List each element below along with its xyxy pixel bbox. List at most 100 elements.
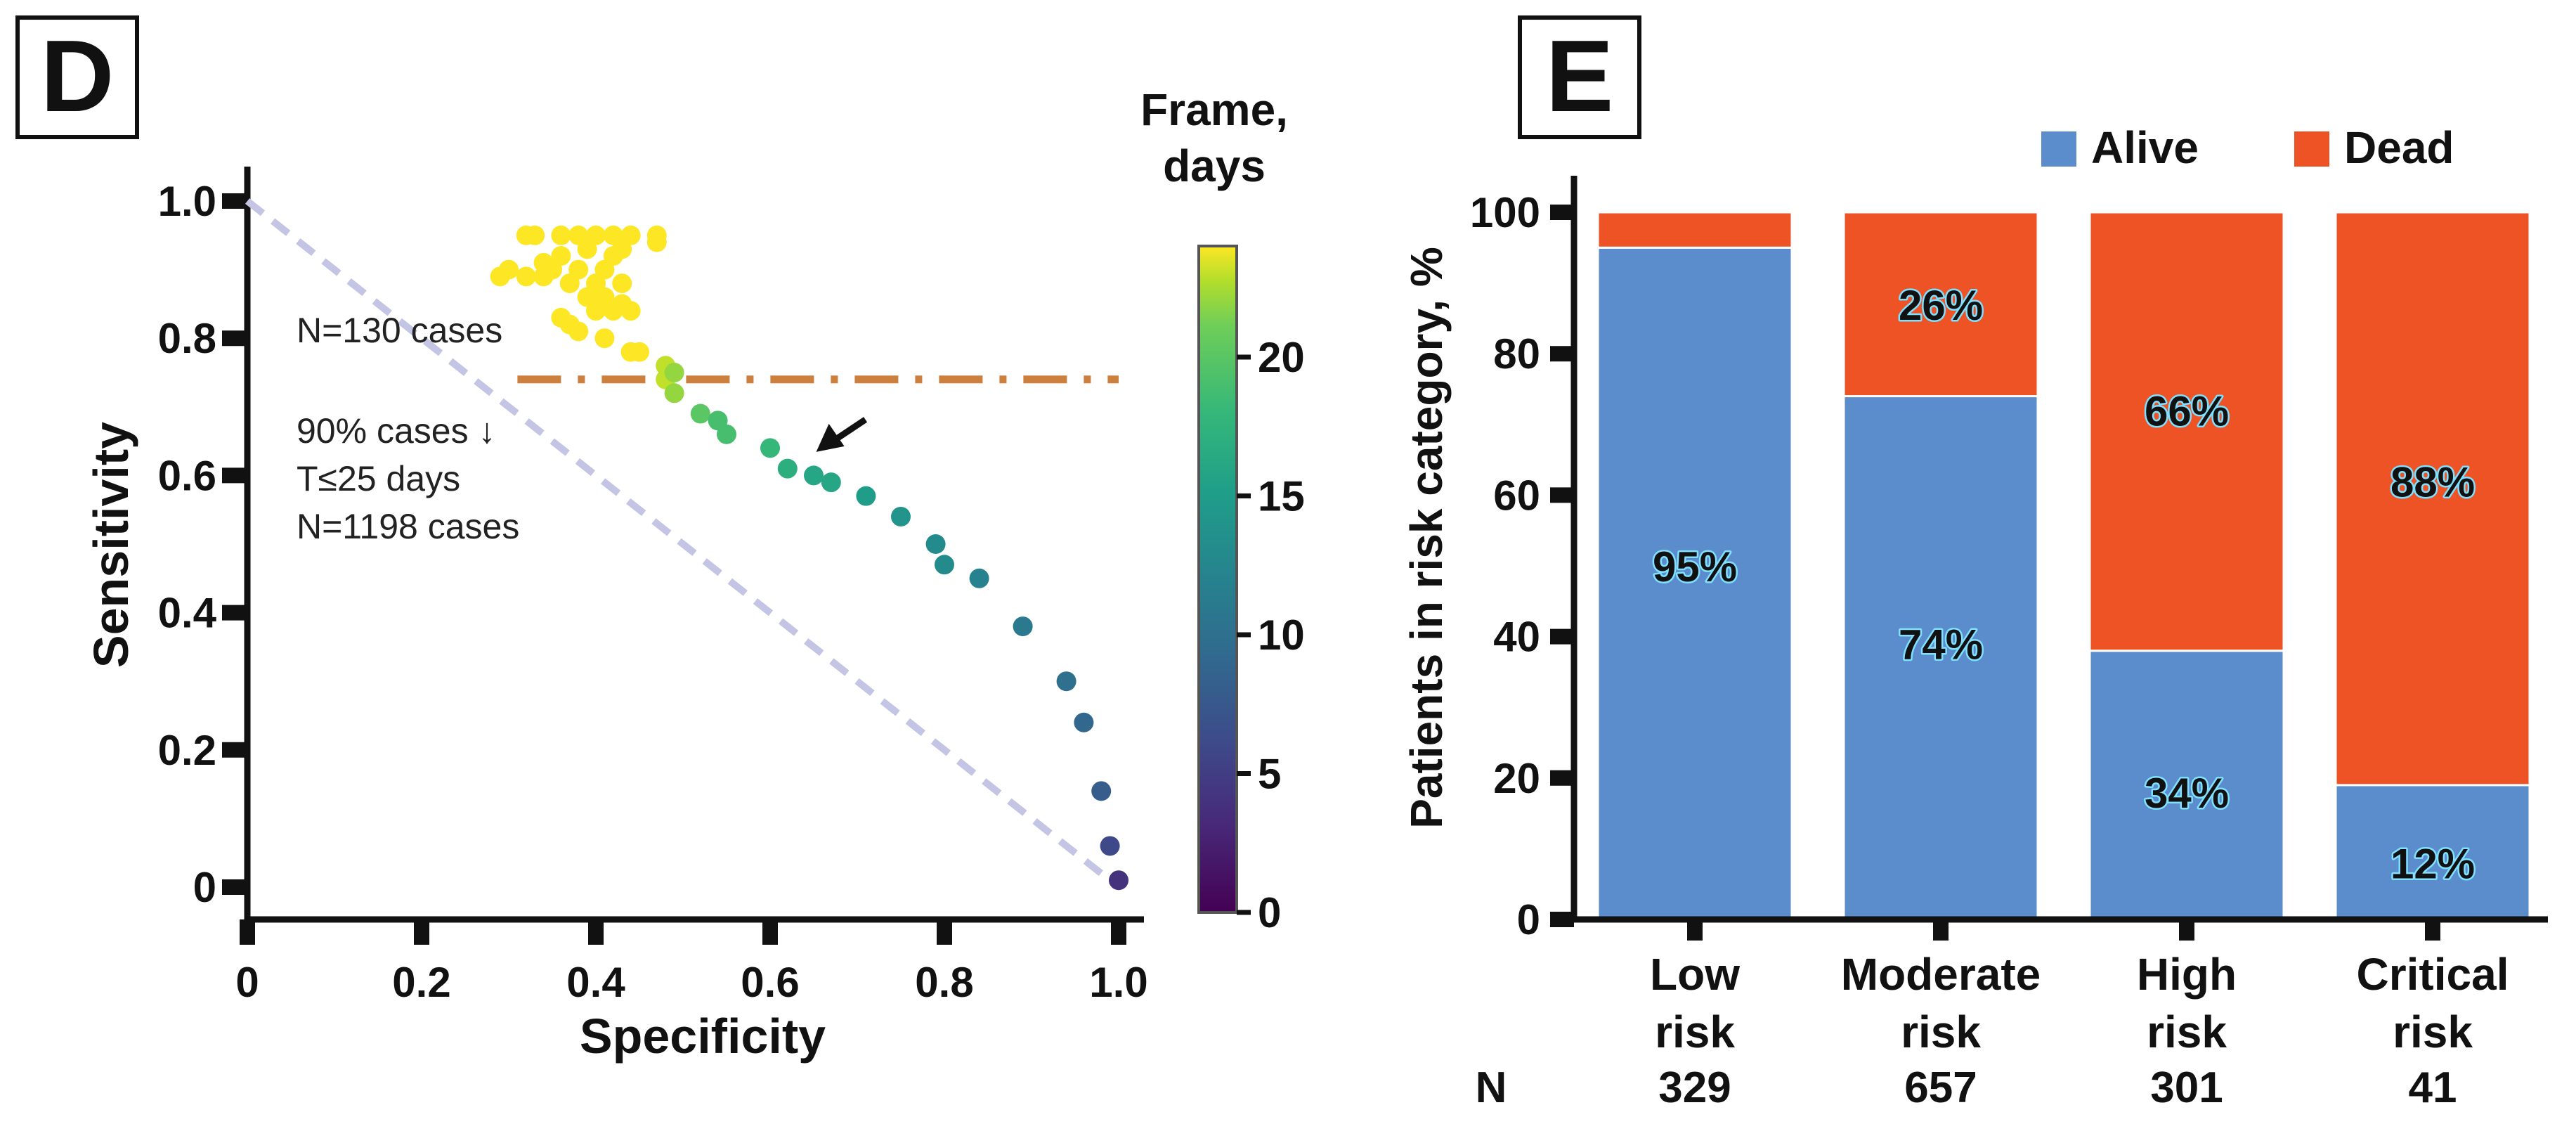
colorbar-ticks: 0 5 10 15 20 [1237,334,1305,936]
d-y-tick-label: 0.2 [158,727,216,774]
d-data-point [969,568,989,588]
d-data-point [664,383,684,403]
d-diagonal-reference-line [245,198,1121,890]
e-y-tick-label: 80 [1493,330,1540,377]
e-ticks: 0 20 40 60 80 100 [1470,189,2440,943]
d-y-tick-label: 0.8 [158,315,216,362]
d-arrow-icon [816,417,868,452]
bar-percent-label: 74% [1899,621,1983,668]
e-bars: 95% 74% 26% 34% 66% 12% 88% [1596,211,2531,921]
d-x-axis-title: Specificity [580,1009,826,1064]
e-category-label-line2: risk [1655,1007,1735,1057]
e-category-label-line2: risk [2147,1007,2227,1057]
colorbar-tick-label: 10 [1258,612,1305,659]
d-data-point [525,225,545,245]
panel-e-label-box [1518,15,1641,139]
e-y-tick-label: 60 [1493,472,1540,519]
d-data-point [612,273,632,294]
e-n-value: 41 [2409,1064,2457,1112]
colorbar [1197,245,1238,914]
d-scatter-points [490,225,1128,891]
panel-e-label: E [1546,19,1614,133]
d-data-point [664,363,684,382]
d-data-point [1074,712,1094,732]
d-annotation-above: N=130 cases [297,311,502,350]
d-data-point [586,225,606,245]
d-data-point [856,486,876,506]
d-data-point [821,472,841,493]
d-data-point [804,465,824,486]
d-x-tick-label: 0.8 [915,959,973,1006]
e-n-value: 301 [2150,1064,2223,1112]
d-data-point [1100,836,1120,856]
colorbar-tick-label: 20 [1258,334,1305,381]
e-category-label-line1: Moderate [1841,949,2041,1000]
bar-dead [2088,211,2285,652]
d-data-point [620,225,641,245]
d-data-point [594,328,615,349]
bar-percent-label: 34% [2145,770,2229,817]
e-n-value: 329 [1658,1064,1731,1112]
panel-d: D 0 0.2 0.4 0.6 0.8 1.0 0 0.2 0.4 0.6 0.8 1.0 N=130… [15,15,1305,1064]
panel-e: E Alive Dead 95% 74% 26% 34% 66% 12% 88% 0 20 40… [1401,15,2548,1112]
panel-d-label: D [41,19,115,133]
legend-alive-label: Alive [2091,122,2199,173]
e-y-tick-label: 40 [1493,614,1540,661]
d-y-tick-label: 0.6 [158,452,216,499]
colorbar-tick-label: 5 [1258,751,1281,798]
bar-dead [2334,211,2531,787]
d-x-tick-label: 0.4 [566,959,625,1006]
bar-percent-label: 88% [2390,458,2475,505]
d-data-point [717,424,736,444]
e-category-label-line1: Critical [2357,949,2509,1000]
d-y-axis-title: Sensitivity [84,422,138,668]
bar-dead [1842,211,2039,398]
d-data-point [568,321,589,342]
d-data-point [1056,671,1076,692]
d-data-point [935,555,954,575]
bar-percent-label: 12% [2390,841,2475,888]
d-data-point [1109,870,1128,891]
d-data-point [777,458,798,479]
e-y-tick-label: 0 [1517,896,1540,943]
d-annotation-below-2: T≤25 days [297,459,460,498]
bar-alive [2334,784,2531,921]
e-category-label-line1: High [2137,949,2237,1000]
e-y-tick-label: 100 [1470,189,1540,236]
d-data-point [551,307,571,328]
e-category-label-line2: risk [1901,1007,1981,1057]
d-ticks: 0 0.2 0.4 0.6 0.8 1.0 0 0.2 0.4 0.6 0.8 1.0 [158,178,1148,1006]
bar-dead [1596,211,1793,249]
panel-d-label-box [15,15,139,139]
d-data-point [568,259,589,280]
bar-percent-label: 66% [2145,388,2229,435]
d-arrow-head [816,423,845,452]
bar-alive [1842,395,2039,921]
d-data-point [499,259,519,280]
e-y-axis-title: Patients in risk category, % [1401,247,1452,829]
d-annotation-below-1: 90% cases ↓ [297,411,495,451]
d-data-point [760,438,780,458]
bar-percent-label: 95% [1653,543,1737,590]
d-data-point [620,301,641,321]
e-category-label-line2: risk [2393,1007,2473,1057]
d-y-tick-label: 1.0 [158,178,216,225]
colorbar-tick-label: 15 [1258,473,1305,520]
d-data-point [690,403,710,424]
d-data-point [551,246,571,266]
d-data-point [646,232,667,252]
legend-dead-swatch [2294,131,2329,167]
d-data-point [1013,616,1033,637]
d-data-point [630,342,649,362]
d-x-tick-label: 0.6 [741,959,799,1006]
d-data-point [925,534,946,554]
d-data-point [516,266,536,287]
e-y-tick-label: 20 [1493,755,1540,802]
d-y-tick-label: 0.4 [158,590,217,637]
d-y-tick-label: 0 [193,864,216,911]
colorbar-title-line1: Frame, [1140,84,1288,135]
bar-percent-label: 26% [1899,282,1983,329]
d-data-point [891,506,911,527]
e-n-value: 657 [1904,1064,1977,1112]
